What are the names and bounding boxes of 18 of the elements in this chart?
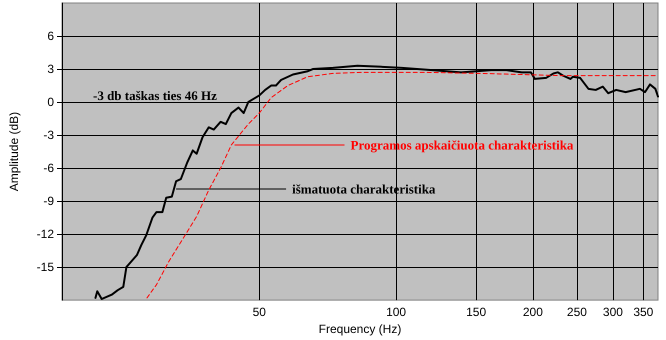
x-tick-label: 50 (252, 305, 266, 320)
y-tick-label: -15 (36, 260, 54, 274)
y-tick-label: 6 (47, 29, 54, 44)
x-tick-label: 250 (566, 305, 588, 320)
y-tick-label: -12 (36, 227, 54, 242)
x-tick-label: 200 (522, 305, 544, 320)
x-axis-title: Frequency (Hz) (318, 322, 402, 336)
y-tick-label: 0 (47, 95, 54, 110)
y-tick-label: -6 (43, 161, 54, 176)
x-tick-label: 350 (633, 305, 654, 320)
y-tick-label: -9 (43, 194, 54, 208)
y-axis-title: Amplitude (dB) (7, 112, 21, 192)
x-tick-label: 300 (602, 305, 624, 320)
x-tick-label: 100 (386, 305, 406, 320)
y-tick-label: -3 (43, 128, 54, 142)
x-tick-label: 150 (466, 305, 486, 320)
y-tick-label: 3 (47, 62, 54, 76)
annotation: -3 db taškas ties 46 Hz (93, 88, 218, 103)
